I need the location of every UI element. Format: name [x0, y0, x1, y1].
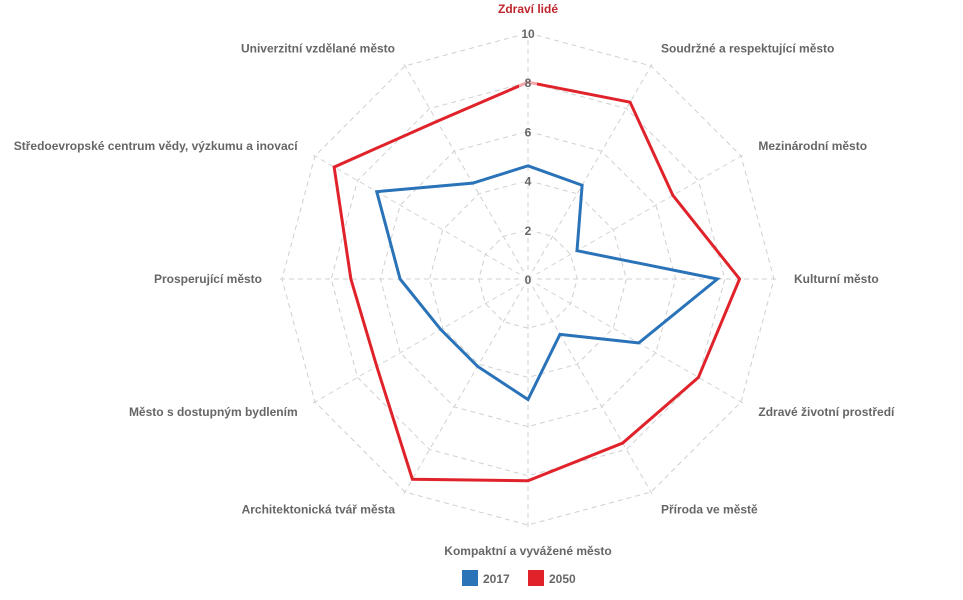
legend-swatch: [462, 570, 478, 586]
legend-item-2050[interactable]: 2050: [528, 570, 576, 586]
axis-label: Příroda ve městě: [661, 502, 758, 516]
legend-item-2017[interactable]: 2017: [462, 570, 510, 586]
grid-ring: [330, 81, 726, 477]
legend-swatch: [528, 570, 544, 586]
tick-labels: 0 2 4 6 8 10: [519, 25, 537, 287]
axis-label: Zdravé životní prostředí: [758, 405, 895, 419]
grid-spoke: [527, 278, 744, 404]
axis-label: Univerzitní vzdělané město: [241, 42, 395, 56]
axis-label: Architektonická tvář města: [242, 502, 396, 516]
tick-bg: [519, 25, 537, 39]
grid: [280, 31, 776, 527]
legend-label: 2050: [549, 572, 576, 586]
legend: 2017 2050: [462, 570, 576, 586]
tick-label: 10: [521, 27, 535, 41]
grid-spoke: [527, 278, 653, 495]
grid-spoke: [527, 154, 744, 280]
axis-label: Kompaktní a vyvážené město: [444, 544, 611, 558]
axis-label: Kulturní město: [794, 272, 879, 286]
tick-label: 0: [525, 273, 532, 287]
axis-label: Soudržné a respektující město: [661, 42, 834, 56]
axis-label: Středoevropské centrum vědy, výzkumu a i…: [14, 139, 299, 153]
tick-label: 8: [525, 76, 532, 90]
axis-label: Prosperující město: [154, 272, 262, 286]
tick-bg: [519, 123, 537, 138]
series-line-2017: [374, 164, 721, 402]
axis-labels: Zdraví lidé Soudržné a respektující město…: [14, 2, 895, 558]
axis-label: Mezinárodní město: [758, 139, 867, 153]
series-layer: [332, 80, 742, 483]
tick-label: 4: [525, 175, 532, 189]
tick-bg: [519, 221, 537, 236]
axis-label: Zdraví lidé: [498, 2, 558, 16]
grid-ring: [429, 180, 627, 378]
axis-label: Město s dostupným bydlením: [129, 405, 298, 419]
tick-label: 6: [525, 125, 532, 139]
grid-spoke: [312, 154, 529, 280]
tick-bg: [519, 74, 537, 89]
tick-bg: [519, 172, 537, 187]
grid-spoke: [312, 278, 529, 404]
tick-label: 2: [525, 224, 532, 238]
legend-label: 2017: [483, 572, 510, 586]
tick-bg: [519, 271, 537, 285]
